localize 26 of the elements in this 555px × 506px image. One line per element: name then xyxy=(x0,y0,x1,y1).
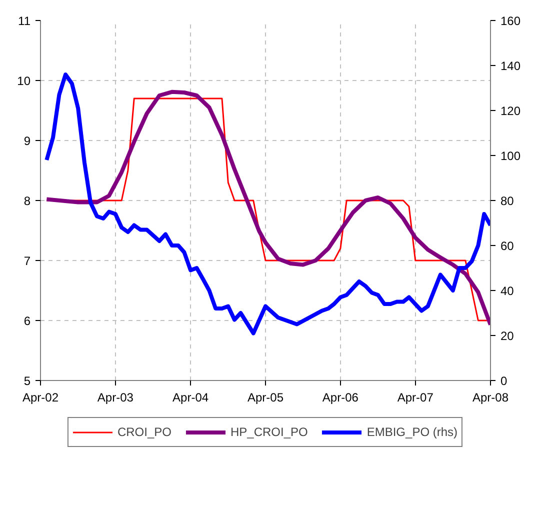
y-tick-label: 5 xyxy=(24,374,31,388)
y2-tick-label: 120 xyxy=(500,104,521,118)
y-tick-label: 6 xyxy=(24,314,31,328)
y-tick-label: 8 xyxy=(24,194,31,208)
y-tick-label: 10 xyxy=(17,74,31,88)
y2-tick-label: 60 xyxy=(500,239,514,253)
legend-label: EMBIG_PO (rhs) xyxy=(366,425,458,439)
y-tick-label: 11 xyxy=(18,14,31,28)
legend-label: CROI_PO xyxy=(117,425,172,439)
x-tick-label: Apr-07 xyxy=(397,390,434,404)
y2-tick-label: 140 xyxy=(500,59,521,73)
x-tick-label: Apr-04 xyxy=(172,390,209,404)
y2-tick-label: 160 xyxy=(500,14,521,28)
legend-label: HP_CROI_PO xyxy=(230,425,308,439)
x-tick-label: Apr-06 xyxy=(322,390,359,404)
x-tick-label: Apr-08 xyxy=(472,390,509,404)
y-tick-label: 7 xyxy=(24,254,31,268)
x-tick-label: Apr-03 xyxy=(97,390,134,404)
y2-tick-label: 100 xyxy=(500,149,521,163)
y2-tick-label: 80 xyxy=(500,194,514,208)
y2-tick-label: 20 xyxy=(500,329,514,343)
y2-tick-label: 40 xyxy=(500,284,514,298)
x-tick-label: Apr-05 xyxy=(247,390,284,404)
y-tick-label: 9 xyxy=(24,134,31,148)
x-tick-label: Apr-02 xyxy=(22,390,59,404)
y2-tick-label: 0 xyxy=(500,374,508,388)
